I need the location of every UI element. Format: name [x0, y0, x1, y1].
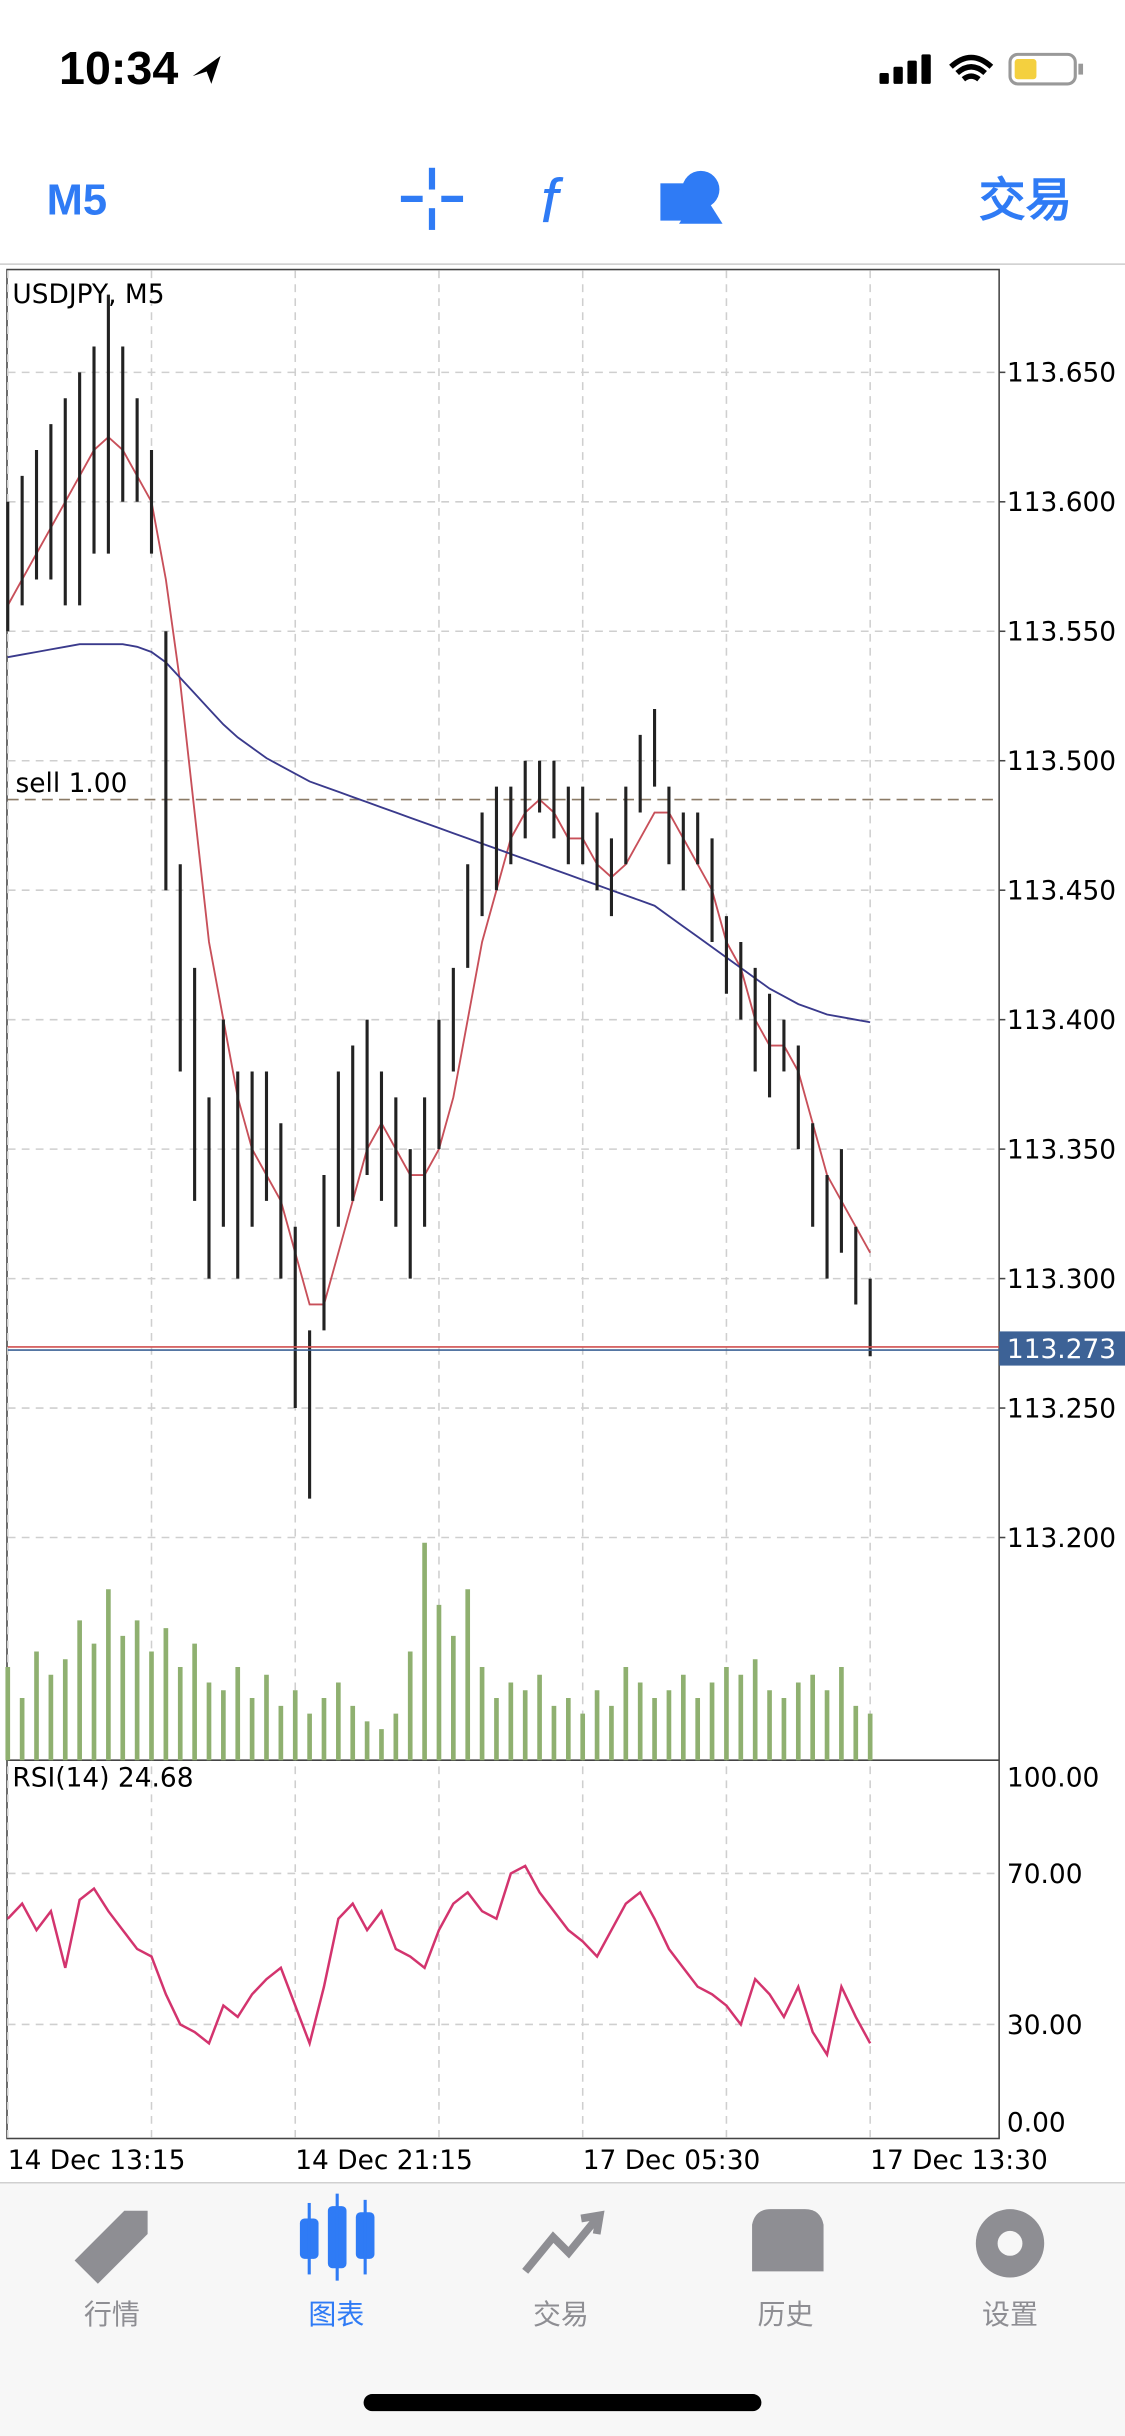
price-tag	[999, 1331, 1125, 1366]
y-tick-label: 70.00	[1007, 1859, 1083, 1890]
quotes-icon	[74, 2210, 148, 2284]
home-indicator	[363, 2394, 762, 2412]
location-icon	[192, 55, 221, 84]
x-tick-label: 17 Dec 05:30	[583, 2145, 761, 2176]
tab-bar	[0, 2182, 1125, 2436]
y-tick-label: 113.250	[1007, 1393, 1116, 1424]
crosshair-button[interactable]	[400, 167, 464, 230]
status-time: 10:34	[59, 42, 178, 94]
order-label: sell 1.00	[16, 768, 128, 799]
y-tick-label: 113.600	[1007, 487, 1116, 518]
rsi-line	[6, 1864, 872, 2058]
y-tick-label: 113.400	[1007, 1005, 1116, 1036]
battery-level	[1014, 59, 1037, 80]
timeframe-button[interactable]: M5	[47, 176, 107, 224]
trade-button[interactable]: 交易	[979, 174, 1072, 226]
x-tick-label: 14 Dec 13:15	[8, 2145, 186, 2176]
tab-label[interactable]: 交易	[533, 2298, 589, 2331]
battery-icon	[1008, 52, 1077, 86]
tab-label[interactable]: 历史	[758, 2298, 814, 2331]
tab-label[interactable]: 图表	[308, 2298, 364, 2331]
signal-icon	[879, 54, 931, 84]
y-tick-label: 100.00	[1007, 1763, 1099, 1794]
objects-button[interactable]	[660, 170, 723, 224]
y-tick-label: 113.450	[1007, 876, 1116, 907]
y-tick-label: 113.350	[1007, 1134, 1116, 1165]
x-tick-label: 17 Dec 13:30	[870, 2145, 1048, 2176]
price-tag-label: 113.273	[1007, 1334, 1116, 1365]
chart-frame	[6, 268, 1000, 2140]
rsi-title: RSI(14) 24.68	[12, 1763, 193, 1794]
y-tick-label: 113.200	[1007, 1523, 1116, 1554]
chart-icon	[299, 2193, 375, 2281]
x-tick-label: 14 Dec 21:15	[295, 2145, 473, 2176]
y-tick-label: 113.300	[1007, 1264, 1116, 1295]
wifi-icon	[949, 54, 994, 82]
y-tick-label: 30.00	[1007, 2010, 1083, 2041]
chart-title: USDJPY, M5	[12, 279, 164, 310]
settings-icon-hole	[997, 2230, 1023, 2256]
y-tick-label: 0.00	[1007, 2108, 1066, 2139]
y-tick-label: 113.650	[1007, 358, 1116, 389]
trade-icon	[522, 2210, 605, 2274]
battery-tip	[1078, 63, 1084, 75]
indicators-button[interactable]: f	[541, 167, 564, 236]
history-icon	[752, 2209, 824, 2272]
chart-layer: 14 Dec 13:15 14 Dec 21:15 17 Dec 05:30 17 D…	[5, 270, 1125, 2176]
y-tick-label: 113.500	[1007, 746, 1116, 777]
tab-label[interactable]: 行情	[84, 2298, 140, 2331]
y-tick-label: 113.550	[1007, 617, 1116, 648]
tab-label[interactable]: 设置	[982, 2298, 1038, 2331]
